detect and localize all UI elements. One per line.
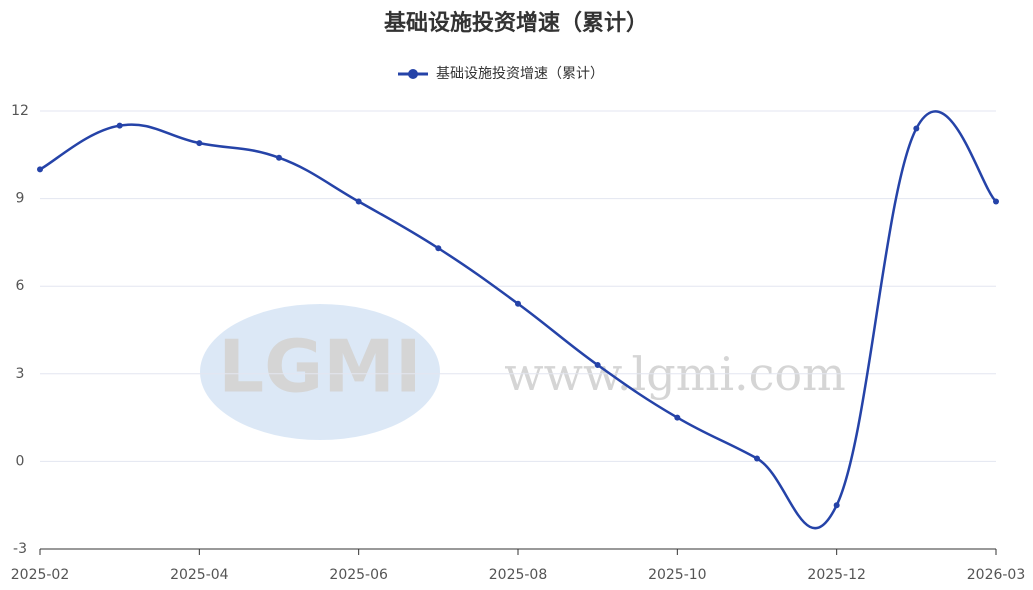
watermark-logo: LGMI [218, 325, 421, 409]
point [355, 198, 362, 205]
point [116, 122, 123, 129]
legend-label: 基础设施投资增速（累计） [436, 65, 604, 82]
x-tick-label: 2025-04 [170, 567, 229, 583]
x-tick-label: 2025-06 [329, 567, 388, 583]
x-tick-label: 2025-12 [807, 567, 866, 583]
y-tick-label: 0 [16, 453, 25, 469]
y-tick-label: 9 [16, 191, 25, 207]
point [196, 140, 203, 147]
point [833, 502, 840, 509]
point [913, 125, 920, 132]
point [754, 455, 760, 462]
x-tick-label: 2025-10 [648, 567, 707, 583]
point [37, 166, 43, 173]
point [435, 245, 442, 252]
watermark-ellipse [200, 304, 440, 440]
watermark: LGMI www.lgmi.com [200, 304, 846, 440]
point [674, 414, 681, 421]
x-tick-label: 2026-03 [967, 567, 1026, 583]
x-tick-label: 2025-08 [489, 567, 548, 583]
point [993, 198, 999, 205]
y-tick-label: 6 [16, 278, 25, 294]
point [276, 154, 282, 161]
y-tick-label: 12 [11, 103, 29, 119]
y-tick-label: 3 [16, 366, 25, 382]
chart-title: 基础设施投资增速（累计） [384, 10, 648, 36]
point [594, 362, 601, 369]
x-tick-label: 2025-02 [11, 567, 70, 583]
line [39, 110, 997, 530]
legend-marker [408, 69, 418, 79]
y-tick-label: -3 [13, 541, 27, 557]
point [515, 300, 521, 307]
